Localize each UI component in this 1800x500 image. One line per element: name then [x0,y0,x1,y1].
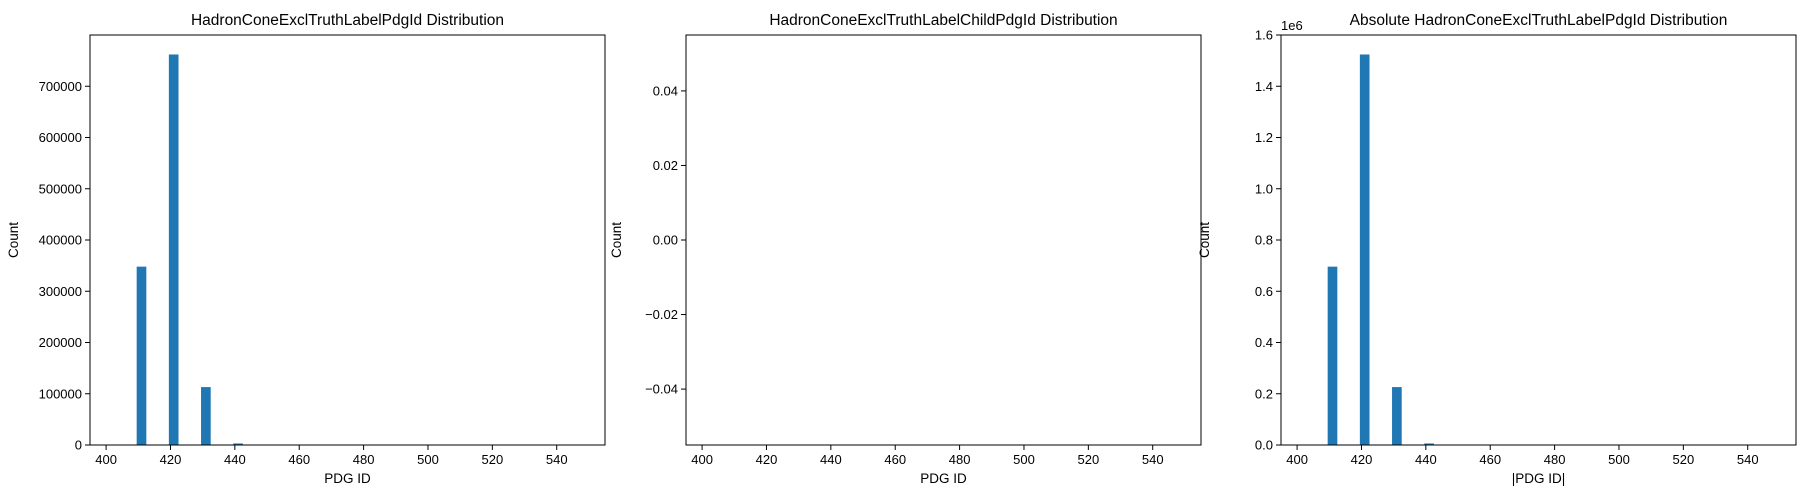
y-tick-label: 300000 [39,284,82,299]
x-tick-label: 500 [1013,452,1035,467]
bar [201,387,211,445]
x-tick-label: 460 [288,452,310,467]
bar [1392,387,1402,445]
x-tick-label: 480 [1544,452,1566,467]
chart-title: HadronConeExclTruthLabelChildPdgId Distr… [769,12,1117,29]
y-tick-label: −0.04 [645,382,678,397]
y-tick-label: 1.0 [1255,181,1273,196]
x-tick-label: 500 [417,452,439,467]
y-tick-label: 200000 [39,335,82,350]
y-tick-label: 600000 [39,130,82,145]
bar [136,266,147,445]
x-tick-label: 460 [1479,452,1501,467]
y-axis-label: Count [1197,222,1212,258]
y-tick-label: 700000 [39,79,82,94]
y-tick-label: 0.02 [653,158,678,173]
bar [1359,54,1370,445]
bar [1327,266,1338,445]
x-tick-label: 420 [160,452,182,467]
x-tick-label: 500 [1608,452,1630,467]
x-axis-label: PDG ID [920,471,967,486]
x-tick-label: 520 [1077,452,1099,467]
x-tick-label: 460 [884,452,906,467]
x-tick-label: 480 [949,452,971,467]
x-tick-label: 440 [820,452,842,467]
x-tick-label: 480 [353,452,375,467]
x-axis-label: PDG ID [324,471,371,486]
axes-frame [685,34,1202,446]
y-tick-label: 0.4 [1255,335,1273,350]
bar [233,443,243,445]
panel-pdgid-distribution: 400 420 440 460 480 500 520 540 0 100000 200000 300… [6,12,606,486]
y-tick-label: 0.0 [1255,438,1273,453]
y-tick-label: 100000 [39,386,82,401]
y-tick-label: 500000 [39,181,82,196]
x-tick-label: 540 [1737,452,1759,467]
bar [168,54,179,445]
panel-child-pdgid-distribution: 400 420 440 460 480 500 520 540 −0.04 −0.02 0.00 0.… [609,12,1202,486]
y-tick-label: 1.6 [1255,28,1273,43]
chart-title: HadronConeExclTruthLabelPdgId Distributi… [191,12,504,29]
y-tick-label: 0.6 [1255,284,1273,299]
bar [1424,443,1434,445]
axes-frame [1280,34,1797,446]
panel-absolute-pdgid-distribution: 400 420 440 460 480 500 520 540 0.0 0.2 0.4 0.6 0.8 1… [1197,12,1797,486]
y-axis-label: Count [609,222,624,258]
x-tick-label: 540 [1142,452,1164,467]
y-tick-label: 0.8 [1255,233,1273,248]
y-tick-label: −0.02 [645,307,678,322]
y-tick-label: 0.00 [653,233,678,248]
x-tick-label: 400 [1286,452,1308,467]
x-tick-label: 400 [691,452,713,467]
y-tick-label: 1.2 [1255,130,1273,145]
y-tick-label: 0.2 [1255,386,1273,401]
x-tick-label: 420 [756,452,778,467]
x-tick-label: 400 [95,452,117,467]
x-tick-label: 540 [546,452,568,467]
y-tick-label: 400000 [39,233,82,248]
y-tick-label: 0 [75,438,82,453]
x-axis-label: |PDG ID| [1512,471,1566,486]
chart-title: Absolute HadronConeExclTruthLabelPdgId D… [1350,12,1728,29]
x-tick-label: 420 [1351,452,1373,467]
x-tick-label: 440 [224,452,246,467]
x-tick-label: 520 [481,452,503,467]
axes-frame [89,34,606,446]
y-tick-label: 0.04 [653,83,678,98]
x-tick-label: 520 [1672,452,1694,467]
x-tick-label: 440 [1415,452,1437,467]
y-axis-label: Count [6,222,21,258]
y-offset-text: 1e6 [1281,18,1303,33]
y-tick-label: 1.4 [1255,79,1273,94]
